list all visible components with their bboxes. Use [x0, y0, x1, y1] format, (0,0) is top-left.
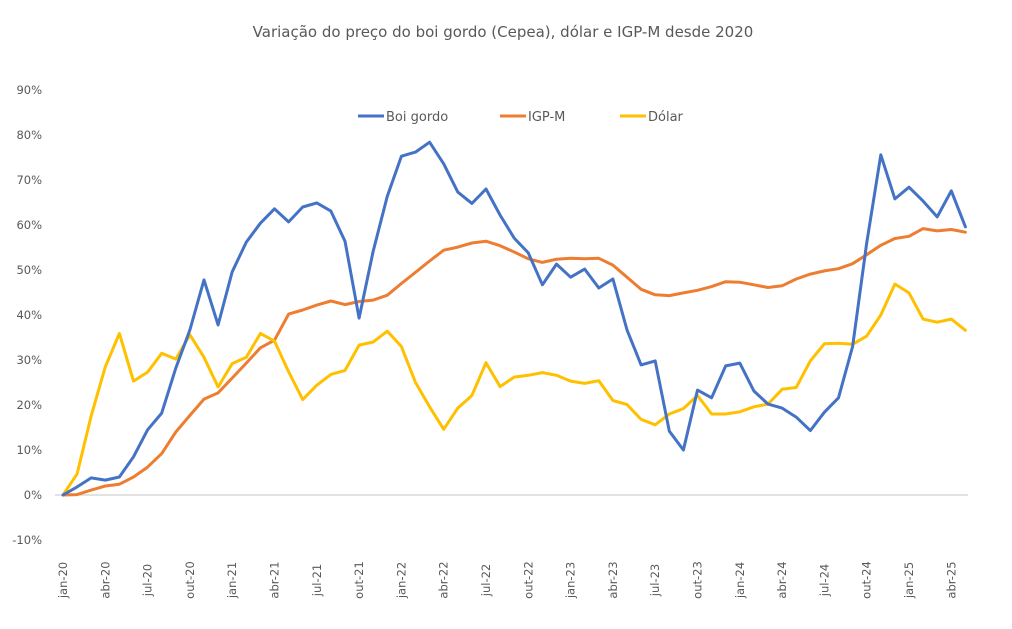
x-tick-label: out-23: [691, 561, 705, 599]
x-tick-label: jan-23: [564, 562, 578, 599]
series-lines: [61, 140, 967, 497]
x-tick-label: jan-22: [394, 562, 408, 599]
x-tick-label: jul-23: [648, 564, 662, 597]
y-tick-label: 20%: [16, 398, 42, 412]
legend-label: IGP-M: [528, 110, 565, 125]
x-tick-label: abr-23: [606, 561, 620, 598]
x-tick-label: jan-24: [733, 562, 747, 599]
x-tick-label: out-24: [860, 561, 874, 599]
y-tick-label: 60%: [16, 218, 42, 232]
y-tick-label: 30%: [16, 353, 42, 367]
y-tick-label: 10%: [16, 443, 42, 457]
x-tick-label: out-21: [352, 561, 366, 599]
x-tick-label: jan-25: [902, 562, 916, 599]
x-tick-label: out-22: [521, 561, 535, 599]
y-tick-label: 80%: [16, 128, 42, 142]
y-axis: -10% 0% 10% 20% 30% 40% 50% 60% 70% 80% 90%: [12, 83, 42, 547]
y-tick-label: 0%: [24, 488, 42, 502]
x-tick-label: abr-20: [98, 561, 112, 598]
x-tick-label: jul-24: [817, 564, 831, 597]
legend: Boi gordo IGP-M Dólar: [358, 110, 684, 125]
x-tick-label: abr-24: [775, 561, 789, 598]
legend-label: Boi gordo: [386, 110, 448, 125]
x-axis: jan-20 abr-20 jul-20 out-20 jan-21 abr-21 jul-…: [56, 561, 958, 599]
x-tick-label: out-20: [183, 561, 197, 599]
series-line-boi-gordo: [61, 140, 967, 497]
x-tick-label: jul-22: [479, 564, 493, 597]
x-tick-label: abr-25: [944, 561, 958, 598]
y-tick-label: 50%: [16, 263, 42, 277]
x-tick-label: jul-20: [141, 564, 155, 597]
x-tick-label: abr-22: [437, 561, 451, 598]
chart-title: Variação do preço do boi gordo (Cepea), …: [253, 23, 754, 41]
x-tick-label: jan-21: [225, 562, 239, 599]
y-tick-label: 70%: [16, 173, 42, 187]
x-tick-label: abr-21: [268, 561, 282, 598]
legend-label: Dólar: [648, 110, 684, 125]
y-tick-label: 40%: [16, 308, 42, 322]
y-tick-label: 90%: [16, 83, 42, 97]
series-line-igp-m: [61, 227, 967, 497]
x-tick-label: jul-21: [310, 564, 324, 597]
x-tick-label: jan-20: [56, 562, 70, 599]
y-tick-label: -10%: [12, 533, 42, 547]
series-line-d-lar: [61, 282, 967, 497]
